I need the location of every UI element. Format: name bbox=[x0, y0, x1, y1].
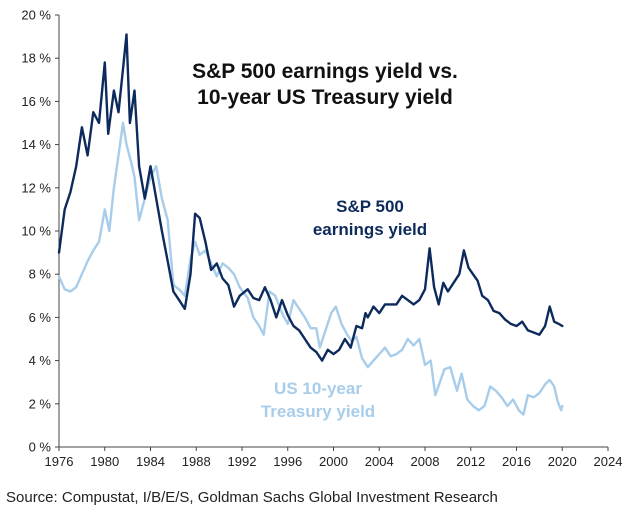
y-tick-label: 12 % bbox=[21, 180, 51, 195]
y-tick-label: 18 % bbox=[21, 51, 51, 66]
sp500-series-label-line-1: S&P 500 bbox=[336, 197, 404, 216]
y-tick-label: 20 % bbox=[21, 8, 51, 23]
chart-title-line-1: S&P 500 earnings yield vs. bbox=[192, 60, 458, 83]
sp500-series-label-line-2: earnings yield bbox=[313, 220, 427, 239]
x-tick-label: 2020 bbox=[548, 454, 577, 469]
x-tick-label: 1996 bbox=[273, 454, 302, 469]
x-tick-label: 1992 bbox=[228, 454, 257, 469]
y-tick-label: 4 % bbox=[29, 353, 52, 368]
treasury-series-label-line-1: US 10-year bbox=[274, 379, 362, 398]
treasury-yield-line bbox=[57, 121, 564, 416]
series-layer bbox=[57, 33, 564, 416]
y-tick-label: 16 % bbox=[21, 94, 51, 109]
chart-title-line-2: 10-year US Treasury yield bbox=[197, 86, 453, 109]
x-tick-label: 2012 bbox=[456, 454, 485, 469]
y-tick-label: 2 % bbox=[29, 396, 52, 411]
sp500-earnings-yield-line bbox=[57, 33, 564, 362]
x-tick-label: 1980 bbox=[90, 454, 119, 469]
x-tick-label: 2004 bbox=[365, 454, 394, 469]
x-ticks: 1976 1980 1984 1988 1992 1996 2000 2004 2008 2012… bbox=[45, 447, 623, 469]
x-tick-label: 2016 bbox=[502, 454, 531, 469]
y-tick-label: 8 % bbox=[29, 267, 52, 282]
y-tick-label: 14 % bbox=[21, 137, 51, 152]
y-tick-label: 6 % bbox=[29, 310, 52, 325]
x-tick-label: 1988 bbox=[182, 454, 211, 469]
y-ticks: 0 % 2 % 4 % 6 % 8 % 10 % 12 % 14 % 16 % 18 % 20 % bbox=[21, 8, 59, 455]
axes: 0 %2 %4 %6 %8 %10 %12 %14 %16 %18 %20 % … bbox=[21, 8, 622, 470]
x-tick-label: 2008 bbox=[411, 454, 440, 469]
y-tick-label: 10 % bbox=[21, 224, 51, 239]
x-tick-label: 2024 bbox=[594, 454, 623, 469]
x-tick-label: 1984 bbox=[136, 454, 165, 469]
source-note: Source: Compustat, I/B/E/S, Goldman Sach… bbox=[6, 489, 498, 506]
x-tick-label: 2000 bbox=[319, 454, 348, 469]
treasury-series-label-line-2: Treasury yield bbox=[261, 402, 375, 421]
x-tick-label: 1976 bbox=[45, 454, 74, 469]
chart: 0 %2 %4 %6 %8 %10 %12 %14 %16 %18 %20 % … bbox=[21, 8, 622, 470]
y-tick-label: 0 % bbox=[29, 440, 52, 455]
